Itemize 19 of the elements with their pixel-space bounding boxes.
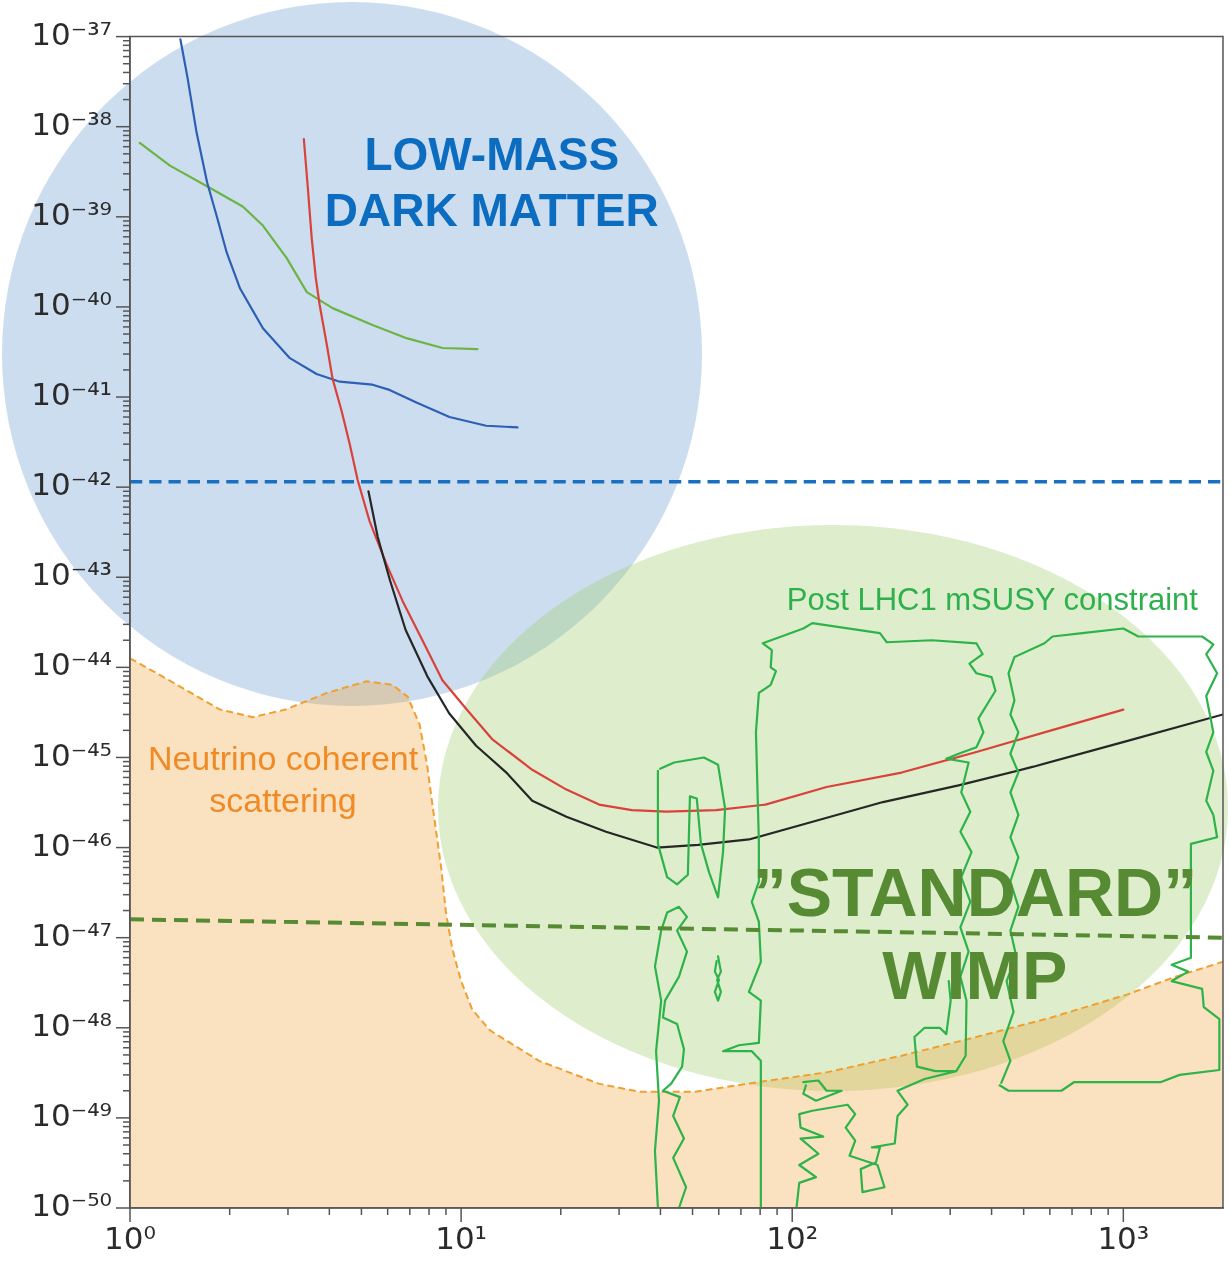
y-tick-label: 10⁻⁴¹ <box>31 376 112 413</box>
y-tick-label: 10⁻⁴⁷ <box>31 916 112 953</box>
y-tick-label: 10⁻⁴⁴ <box>31 646 112 683</box>
y-tick-label: 10⁻³⁹ <box>31 195 112 232</box>
y-tick-label: 10⁻⁴⁹ <box>31 1096 112 1133</box>
y-tick-label: 10⁻⁴⁰ <box>31 285 112 322</box>
y-tick-label: 10⁻⁴³ <box>31 556 112 593</box>
y-tick-label: 10⁻³⁷ <box>31 15 112 52</box>
y-tick-label: 10⁻⁴⁸ <box>31 1006 112 1043</box>
x-tick-label: 10¹ <box>435 1219 488 1256</box>
x-tick-label: 10² <box>766 1219 819 1256</box>
y-tick-label: 10⁻³⁸ <box>31 105 112 142</box>
x-tick-label: 10³ <box>1097 1219 1150 1256</box>
annotation: Post LHC1 mSUSY constraint <box>786 581 1199 617</box>
y-tick-label: 10⁻⁴⁵ <box>31 736 112 773</box>
annotation: LOW-MASS DARK MATTER <box>324 128 659 237</box>
y-tick-label: 10⁻⁴² <box>31 466 112 503</box>
annotation: Neutrino coherent scattering <box>147 739 419 819</box>
y-tick-label: 10⁻⁴⁶ <box>31 826 112 863</box>
